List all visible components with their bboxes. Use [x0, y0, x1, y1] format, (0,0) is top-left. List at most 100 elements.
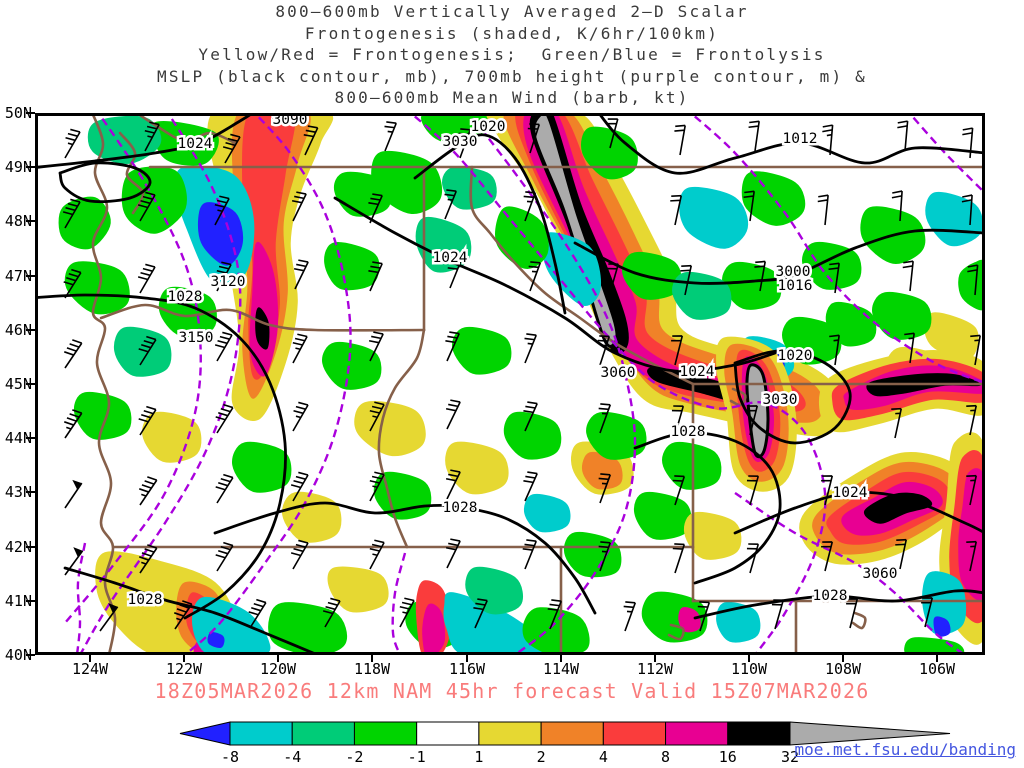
wind-barb [445, 331, 460, 362]
wind-barb [522, 539, 537, 570]
wind-barb [961, 194, 973, 226]
wind-barb [214, 331, 233, 362]
wind-barb [966, 474, 978, 506]
shading-blob [503, 411, 562, 460]
y-axis-label: 48N [4, 212, 32, 231]
x-axis-label: 112W [636, 660, 674, 678]
wind-barb [369, 539, 385, 570]
shading-blob [872, 291, 932, 340]
y-axis-tick [26, 654, 35, 656]
y-axis-label: 42N [4, 537, 32, 556]
shading-blob [452, 326, 512, 375]
x-axis-tick [936, 655, 938, 662]
wind-barb [970, 334, 981, 366]
wind-barb [891, 407, 903, 439]
contour-label: 1028 [813, 588, 848, 604]
shading-blob [465, 566, 523, 615]
contour-label: 1028 [671, 424, 706, 440]
wind-barb [743, 190, 755, 222]
forecast-caption: 18Z05MAR2026 12km NAM 45hr forecast Vali… [154, 679, 870, 703]
wind-barb [897, 120, 909, 152]
x-axis-tick [277, 655, 279, 662]
y-axis-tick [26, 599, 35, 602]
colorbar-value-label: 16 [718, 748, 737, 766]
colorbar-segment [602, 721, 667, 746]
mslp-contour [593, 106, 987, 175]
wind-barb [215, 403, 234, 434]
x-axis-tick [89, 655, 91, 662]
shading-blob [422, 603, 446, 659]
wind-barb [99, 603, 119, 632]
colorbar-segment [478, 721, 542, 746]
x-axis-tick [748, 655, 750, 662]
shading-blob [445, 441, 509, 495]
wind-barb [215, 473, 234, 504]
map-frame-border [35, 113, 985, 655]
wind-barb [303, 125, 319, 156]
y-axis-tick [26, 274, 35, 277]
shading-blob [716, 601, 761, 643]
contour-label: 1016 [778, 278, 813, 294]
y-axis-label: 45N [4, 375, 32, 393]
colorbar-left-arrow [179, 721, 231, 746]
wind-barb [62, 198, 81, 229]
mslp-contour [28, 293, 287, 620]
shading-blob [415, 216, 472, 273]
wind-barb [368, 261, 383, 292]
y-axis-label: 44N [4, 429, 32, 448]
contour-label: 3000 [776, 264, 811, 280]
shading-blob [586, 411, 647, 460]
x-axis-label: 116W [448, 660, 486, 678]
wind-barb [524, 333, 537, 364]
height-contour [904, 107, 986, 194]
title-line-1: 800–600mb Vertically Averaged 2–D Scalar [275, 2, 749, 21]
wind-barb [523, 401, 538, 432]
colorbar-segment [665, 721, 729, 746]
contour-label: 1028 [443, 500, 478, 516]
wind-barb [962, 127, 974, 159]
wind-barb [139, 476, 158, 506]
wind-barb [606, 118, 619, 149]
wind-barb [222, 133, 241, 164]
y-axis-tick [26, 437, 35, 440]
title-line-4: MSLP (black contour, mb), 700mb height (… [157, 66, 867, 86]
height-contour [404, 107, 827, 656]
wind-barb [748, 120, 760, 152]
wind-barb [671, 405, 685, 436]
colorbar-segment [229, 721, 293, 746]
contour-label: 1020 [471, 119, 506, 135]
y-axis-tick [26, 328, 35, 331]
colorbar [179, 721, 951, 746]
wind-barb [672, 475, 686, 506]
shading-blob [207, 632, 225, 648]
wind-barb [547, 599, 562, 630]
wind-barb [458, 128, 472, 159]
contour-label: 3060 [601, 365, 636, 381]
wind-barb [822, 124, 834, 156]
colorbar-value-label: -1 [407, 748, 426, 766]
shading-blob [327, 566, 389, 613]
shading-blob [322, 341, 382, 390]
shading-blob [802, 241, 862, 290]
wind-barb [921, 597, 934, 628]
mslp-contour [58, 161, 152, 204]
wind-barb [322, 597, 341, 628]
website-link[interactable]: moe.met.fsu.edu/banding [794, 740, 1016, 759]
y-axis-tick [26, 383, 35, 385]
contour-label: 3030 [443, 134, 478, 150]
wind-barb [680, 264, 693, 296]
wind-barb [674, 124, 686, 156]
shading-blob [495, 206, 549, 269]
wind-barb [828, 262, 840, 294]
mslp-contour [693, 589, 987, 620]
x-axis-tick [842, 655, 844, 662]
mslp-contour [333, 196, 777, 373]
wind-barb [754, 260, 766, 292]
shading-blob [633, 491, 692, 540]
wind-barb [598, 403, 612, 434]
colorbar-value-label: 8 [661, 748, 671, 766]
shading-blob [282, 491, 342, 543]
colorbar-right-arrow [789, 721, 951, 746]
wind-barb [63, 268, 82, 299]
